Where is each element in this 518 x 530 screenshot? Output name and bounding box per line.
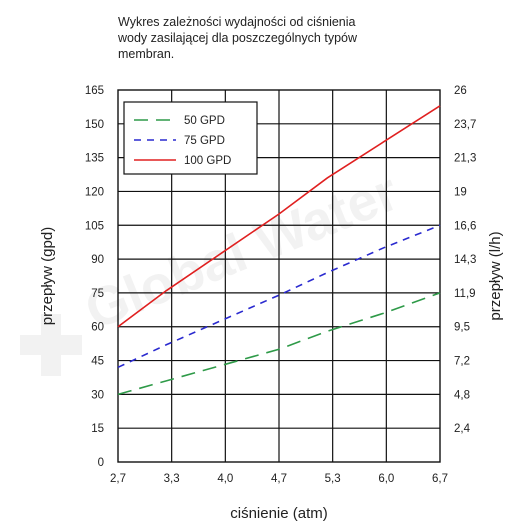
y-tick-label-left: 75	[91, 288, 104, 300]
series-lines	[117, 105, 441, 396]
y-tick-label-right: 23,7	[454, 119, 476, 131]
x-tick-label: 6,0	[378, 473, 394, 485]
svg-text:Global Water: Global Water	[77, 161, 406, 341]
y-tick-label-right: 26	[454, 85, 467, 97]
series-line	[117, 292, 441, 396]
y-tick-label-left: 45	[91, 356, 104, 368]
legend: 50 GPD 75 GPD 100 GPD	[123, 101, 258, 175]
x-axis: 2,7 3,3 4,0 4,7 5,3 6,0 6,7	[110, 473, 448, 485]
x-tick-label: 4,7	[271, 473, 287, 485]
watermark-logo: Global Water	[20, 161, 406, 376]
y-tick-label-right: 4,8	[454, 389, 470, 401]
x-tick-label: 6,7	[432, 473, 448, 485]
y-axis-label-right: przepływ (l/h)	[487, 231, 504, 320]
y-axis-label-left: przepływ (gpd)	[39, 227, 56, 325]
y-tick-label-left: 135	[85, 153, 104, 165]
x-tick-label: 4,0	[217, 473, 233, 485]
y-tick-label-right: 2,4	[454, 423, 471, 435]
legend-label: 100 GPD	[184, 155, 231, 167]
y-tick-label-left: 150	[85, 119, 104, 131]
y-tick-label-right: 9,5	[454, 322, 470, 334]
y-tick-label-left: 15	[91, 423, 104, 435]
legend-box	[123, 101, 258, 175]
legend-label: 50 GPD	[184, 115, 225, 127]
y-tick-label-right: 11,9	[454, 288, 476, 300]
x-tick-label: 5,3	[325, 473, 341, 485]
y-tick-label-right: 21,3	[454, 153, 476, 165]
y-tick-label-right: 14,3	[454, 254, 476, 266]
y-axis-left: 0 15 30 45 60 75 90 105 120 135 150 165	[85, 85, 104, 469]
plot-frame	[117, 89, 441, 463]
y-tick-label-left: 0	[98, 457, 104, 469]
y-tick-label-left: 30	[91, 389, 104, 401]
x-tick-label: 2,7	[110, 473, 126, 485]
series-line	[117, 224, 441, 369]
y-axis-right: 2,4 4,8 7,2 9,5 11,9 14,3 16,6 19 21,3 23,7 26	[454, 85, 476, 435]
y-tick-label-left: 165	[85, 85, 104, 97]
y-tick-label-left: 105	[85, 220, 104, 232]
y-tick-label-left: 60	[91, 322, 104, 334]
y-tick-label-left: 90	[91, 254, 104, 266]
y-tick-label-right: 19	[454, 186, 467, 198]
y-tick-label-right: 7,2	[454, 356, 470, 368]
x-tick-label: 3,3	[164, 473, 180, 485]
x-axis-label: ciśnienie (atm)	[230, 505, 328, 522]
chart-title: Wykres zależności wydajności od ciśnieni…	[118, 15, 358, 61]
y-tick-label-left: 120	[85, 186, 104, 198]
legend-label: 75 GPD	[184, 135, 225, 147]
y-tick-label-right: 16,6	[454, 220, 476, 232]
series-line	[117, 105, 441, 328]
